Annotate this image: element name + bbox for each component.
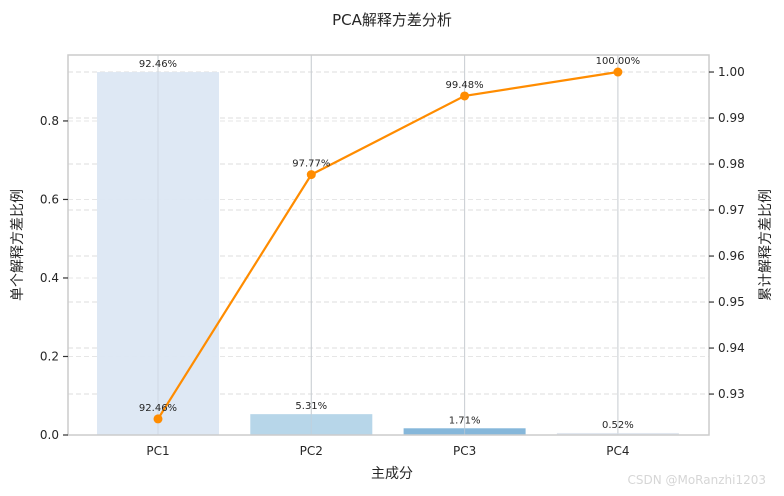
- bar-data-labels: 92.46% 5.31% 1.71% 0.52%: [139, 59, 634, 431]
- bar-series: [97, 55, 679, 435]
- cumulative-line-series: [153, 67, 623, 424]
- cumulative-marker: [460, 91, 470, 101]
- x-tick-label: PC2: [300, 444, 323, 458]
- right-tick-label: 0.96: [718, 249, 745, 263]
- right-y-axis-label: 累计解释方差比例: [758, 189, 774, 301]
- bar-label: 1.71%: [449, 415, 481, 426]
- bar-label: 5.31%: [295, 401, 327, 412]
- cumulative-marker: [153, 414, 163, 424]
- plot-frame: [67, 54, 710, 436]
- right-tick-label: 0.99: [718, 111, 745, 125]
- right-tick-label: 0.97: [718, 203, 745, 217]
- bar-label: 92.46%: [139, 59, 177, 70]
- x-tick-label: PC3: [453, 444, 476, 458]
- right-tick-label: 1.00: [718, 65, 745, 79]
- cumulative-marker: [306, 170, 316, 180]
- line-label: 99.48%: [446, 80, 484, 91]
- x-axis-label: 主成分: [371, 466, 413, 482]
- right-y-axis: 0.93 0.94 0.95 0.96 0.97 0.98 0.99 1.00: [709, 65, 745, 401]
- right-tick-label: 0.93: [718, 387, 745, 401]
- line-label: 92.46%: [139, 403, 177, 414]
- left-tick-label: 0.2: [40, 349, 59, 363]
- line-data-labels: 92.46% 97.77% 99.48% 100.00%: [139, 56, 640, 414]
- cumulative-line: [157, 70, 619, 420]
- bar-label: 0.52%: [602, 420, 634, 431]
- left-tick-label: 0.8: [40, 114, 59, 128]
- cumulative-marker: [613, 67, 623, 77]
- x-tick-label: PC4: [606, 444, 629, 458]
- x-axis: PC1 PC2 PC3 PC4: [146, 444, 629, 458]
- left-y-axis-label: 单个解释方差比例: [10, 189, 26, 301]
- x-tick-label: PC1: [146, 444, 169, 458]
- vertical-grid-lines: [157, 55, 619, 435]
- left-tick-label: 0.4: [40, 271, 59, 285]
- watermark: CSDN @MoRanzhi1203: [627, 473, 766, 487]
- right-tick-label: 0.95: [718, 295, 745, 309]
- right-tick-label: 0.98: [718, 157, 745, 171]
- right-tick-label: 0.94: [718, 341, 745, 355]
- chart-title: PCA解释方差分析: [332, 11, 452, 29]
- left-tick-label: 0.6: [40, 192, 59, 206]
- line-label: 100.00%: [596, 56, 641, 67]
- line-label: 97.77%: [292, 159, 330, 170]
- left-tick-label: 0.0: [40, 428, 59, 442]
- left-y-axis: 0.0 0.2 0.4 0.6 0.8: [40, 114, 68, 442]
